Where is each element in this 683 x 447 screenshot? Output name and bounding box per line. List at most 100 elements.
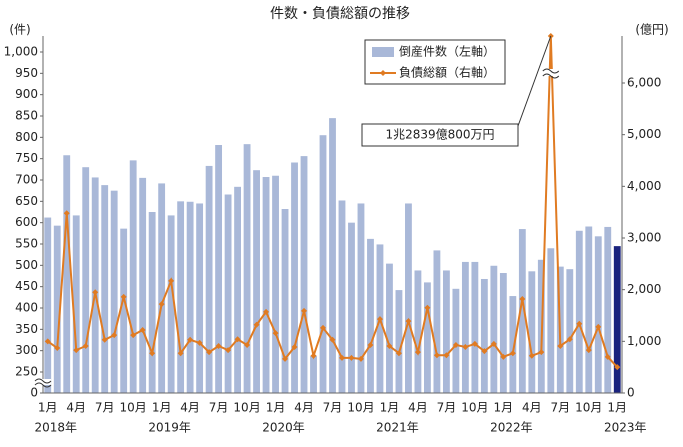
callout-line	[517, 35, 552, 127]
bar	[348, 222, 355, 393]
marker	[101, 336, 108, 343]
bar	[367, 238, 374, 393]
bar	[281, 209, 289, 393]
y2-unit: (億円)	[635, 23, 668, 37]
bar	[272, 175, 279, 393]
year-label: 2018年	[34, 421, 77, 435]
y2-tick-label: 1,000	[627, 334, 661, 348]
legend-swatch	[380, 70, 386, 76]
marker	[519, 295, 526, 302]
marker	[367, 341, 374, 348]
marker	[386, 342, 393, 349]
bar	[243, 144, 251, 393]
y2-tick-label: 0	[627, 386, 635, 400]
bar	[177, 201, 185, 393]
chart-title: 件数・負債総額の推移	[270, 6, 410, 22]
x-tick-label: 7月	[550, 401, 570, 415]
bar	[575, 230, 583, 393]
y-tick-label: 300	[15, 343, 38, 357]
bar	[44, 217, 52, 393]
x-tick-label: 4月	[66, 401, 86, 415]
marker	[63, 210, 70, 217]
x-tick-label: 10月	[233, 401, 260, 415]
marker	[500, 353, 507, 360]
bar	[613, 246, 621, 393]
marker	[301, 307, 308, 314]
bar	[566, 269, 574, 393]
marker	[528, 352, 535, 359]
year-label: 2021年	[376, 421, 419, 435]
bar	[594, 236, 602, 393]
marker	[557, 342, 564, 349]
marker	[177, 350, 184, 357]
marker	[405, 318, 412, 325]
marker	[54, 345, 61, 352]
x-tick-label: 7月	[437, 401, 457, 415]
bar	[310, 355, 317, 393]
x-tick-label: 10月	[575, 401, 602, 415]
bar	[234, 186, 241, 393]
marker	[443, 352, 450, 359]
marker	[234, 336, 241, 343]
bar	[91, 177, 99, 393]
bar	[424, 282, 431, 393]
bar	[528, 271, 536, 393]
y-tick-label: 850	[15, 109, 38, 123]
x-tick-label: 4月	[522, 401, 542, 415]
marker	[282, 355, 289, 362]
bar	[82, 167, 90, 393]
bar	[518, 229, 526, 393]
marker	[215, 342, 222, 349]
year-label: 2023年	[604, 421, 647, 435]
bar	[139, 177, 147, 393]
x-tick-label: 10月	[347, 401, 374, 415]
marker	[272, 330, 279, 337]
bar	[405, 203, 412, 393]
x-tick-label: 1月	[607, 401, 627, 415]
marker	[395, 350, 402, 357]
marker	[338, 354, 345, 361]
y-tick-label: 0	[30, 386, 38, 400]
marker	[376, 316, 383, 323]
marker	[576, 320, 583, 327]
bar	[196, 203, 204, 393]
x-tick-label: 1月	[38, 401, 58, 415]
axis-break	[542, 68, 560, 79]
bar	[480, 278, 488, 393]
bar	[604, 226, 612, 393]
marker	[187, 336, 194, 343]
y2-tick-label: 5,000	[627, 127, 661, 141]
axis-break	[542, 69, 559, 76]
y-tick-label: 950	[15, 66, 38, 80]
y2-tick-label: 2,000	[627, 282, 661, 296]
year-label: 2019年	[148, 421, 191, 435]
bar	[120, 228, 128, 393]
legend-swatch	[372, 47, 394, 57]
y-tick-label: 650	[15, 194, 38, 208]
x-tick-label: 4月	[408, 401, 428, 415]
marker	[130, 332, 137, 339]
bar	[158, 183, 166, 393]
bar	[338, 200, 346, 393]
y2-tick-label: 6,000	[627, 76, 661, 90]
bar	[490, 265, 498, 393]
bar	[110, 190, 118, 393]
x-tick-label: 10月	[120, 401, 147, 415]
bar	[186, 201, 194, 393]
bar	[386, 263, 393, 393]
marker	[253, 321, 260, 328]
marker	[462, 344, 469, 351]
bar	[357, 203, 365, 393]
bar	[262, 177, 270, 393]
y-tick-label: 350	[15, 322, 38, 336]
y-tick-label: 1,000	[4, 45, 38, 59]
y-tick-label: 900	[15, 87, 38, 101]
y-tick-label: 500	[15, 258, 38, 272]
bar	[72, 215, 80, 393]
bar	[499, 273, 507, 393]
x-tick-label: 1月	[380, 401, 400, 415]
y-tick-label: 750	[15, 151, 38, 165]
marker	[414, 349, 421, 356]
legend-label: 倒産件数（左軸）	[399, 44, 495, 59]
bar	[253, 170, 260, 393]
